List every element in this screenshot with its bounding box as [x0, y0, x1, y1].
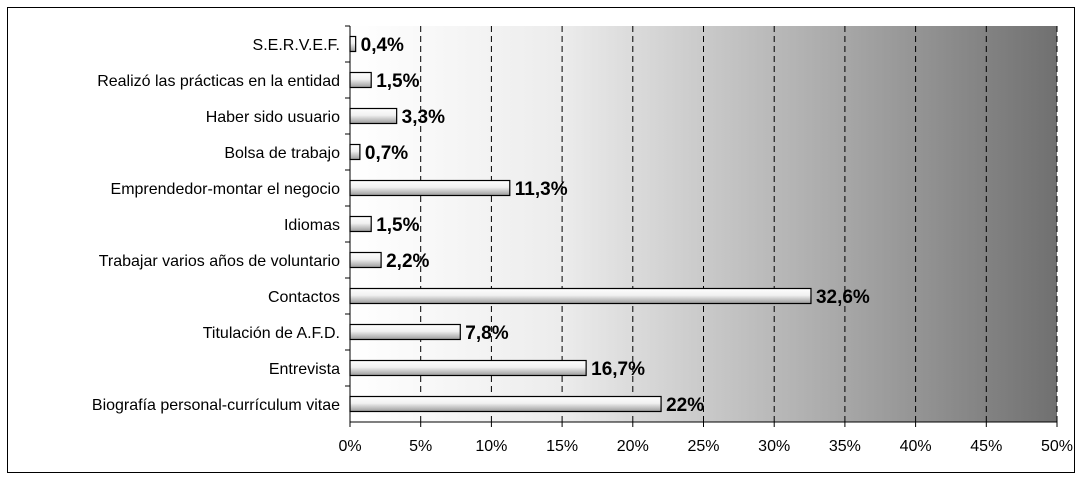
chart-frame: S.E.R.V.E.F. Realizó las prácticas en la … — [7, 7, 1075, 473]
category-label: Bolsa de trabajo — [224, 145, 340, 162]
bar — [349, 251, 382, 269]
x-tick-label: 15% — [546, 438, 578, 455]
bar — [349, 35, 357, 53]
bar — [349, 359, 587, 377]
category-label: Idiomas — [284, 217, 340, 234]
category-label: Entrevista — [269, 361, 340, 378]
data-label: 7,8% — [465, 323, 508, 344]
x-tick-label: 10% — [475, 438, 507, 455]
category-labels: S.E.R.V.E.F. Realizó las prácticas en la … — [92, 25, 350, 414]
category-label: Realizó las prácticas en la entidad — [97, 73, 340, 90]
bar — [349, 143, 361, 161]
bar — [349, 107, 398, 125]
category-label: Titulación de A.F.D. — [203, 325, 340, 342]
x-tick-label: 5% — [409, 438, 432, 455]
category-label: Biografía personal-currículum vitae — [92, 397, 340, 414]
x-tick-label: 50% — [1041, 438, 1073, 455]
x-tick-label: 30% — [758, 438, 790, 455]
data-label: 1,5% — [376, 71, 419, 92]
x-tick-label: 40% — [900, 438, 932, 455]
x-tick-label: 0% — [338, 438, 361, 455]
x-tick-label: 25% — [687, 438, 719, 455]
data-labels: 0,4% 1,5% 3,3% 0,7% 11,3% 1,5% 2,2% 32,6% 7,8% 16… — [361, 35, 870, 416]
x-tick-label: 35% — [829, 438, 861, 455]
bar — [349, 179, 511, 197]
data-label: 22% — [666, 395, 704, 416]
category-label: Contactos — [268, 289, 340, 306]
data-label: 2,2% — [386, 251, 429, 272]
category-label: Trabajar varios años de voluntario — [99, 253, 340, 270]
x-tick-label: 45% — [970, 438, 1002, 455]
bar — [349, 323, 461, 341]
data-label: 0,7% — [365, 143, 408, 164]
bar — [349, 215, 372, 233]
bar — [349, 395, 662, 413]
x-tick-label: 20% — [617, 438, 649, 455]
data-label: 1,5% — [376, 215, 419, 236]
data-label: 0,4% — [361, 35, 404, 56]
bar — [349, 71, 372, 89]
data-label: 32,6% — [816, 287, 870, 308]
bar — [349, 287, 812, 305]
category-label: Emprendedor-montar el negocio — [111, 181, 341, 198]
category-label: Haber sido usuario — [206, 109, 340, 126]
bar-chart: S.E.R.V.E.F. Realizó las prácticas en la … — [92, 25, 1073, 455]
data-label: 3,3% — [402, 107, 445, 128]
grid-lines — [420, 26, 1058, 422]
category-label: S.E.R.V.E.F. — [253, 37, 340, 54]
data-label: 11,3% — [515, 179, 568, 200]
x-axis: 0% 5% 10% 15% 20% 25% 30% 35% 40% 45% 50% — [338, 26, 1073, 455]
data-label: 16,7% — [591, 359, 645, 380]
